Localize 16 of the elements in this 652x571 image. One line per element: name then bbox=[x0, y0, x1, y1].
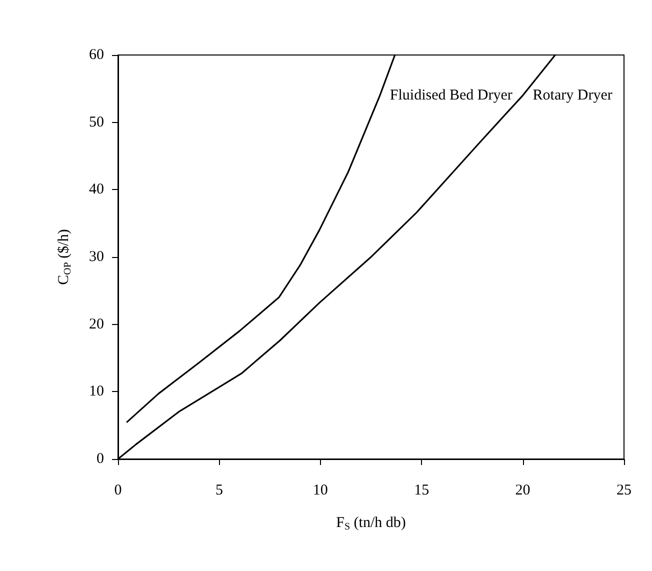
y-tick-label: 20 bbox=[89, 316, 104, 332]
y-tick-label: 30 bbox=[89, 249, 104, 265]
x-tick-label: 10 bbox=[312, 482, 328, 498]
x-tick-label: 20 bbox=[515, 482, 530, 498]
series-label: Rotary Dryer bbox=[532, 87, 612, 104]
y-tick-label: 40 bbox=[89, 182, 104, 198]
y-tick-label: 50 bbox=[89, 114, 104, 130]
y-tick-label: 0 bbox=[96, 451, 104, 467]
x-tick-label: 25 bbox=[616, 482, 632, 498]
x-tick-label: 15 bbox=[414, 482, 430, 498]
y-tick-label: 60 bbox=[89, 47, 104, 63]
x-tick-label: 5 bbox=[215, 482, 223, 498]
y-axis-title: COP ($/h) bbox=[56, 229, 74, 285]
series-label: Fluidised Bed Dryer bbox=[390, 87, 512, 104]
y-tick-label: 10 bbox=[89, 384, 104, 400]
x-tick-label: 0 bbox=[114, 482, 122, 498]
